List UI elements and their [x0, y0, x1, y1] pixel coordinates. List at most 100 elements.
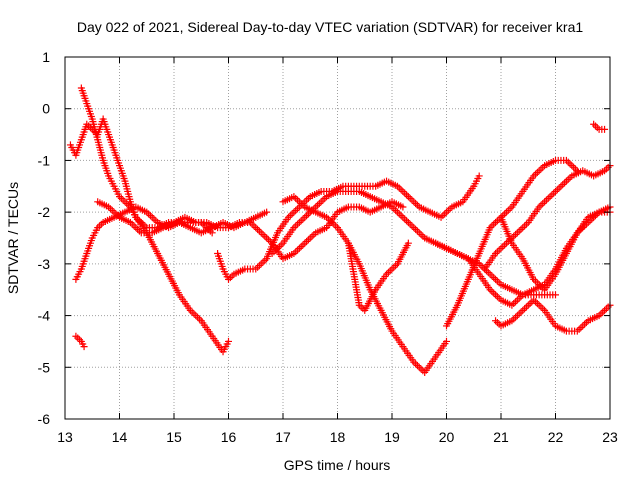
series-s14: [497, 208, 614, 294]
data-point: [513, 229, 521, 237]
data-point: [263, 234, 271, 242]
data-point: [568, 162, 576, 170]
data-point: [548, 191, 556, 199]
data-point: [393, 208, 401, 216]
data-point: [513, 296, 521, 304]
data-point: [601, 306, 609, 314]
data-point: [254, 263, 262, 271]
data-point: [559, 181, 567, 189]
data-point: [263, 208, 271, 216]
data-point: [194, 313, 202, 321]
data-point: [408, 222, 416, 230]
data-point: [604, 163, 612, 171]
data-point: [515, 310, 523, 318]
data-point: [552, 291, 559, 299]
data-point: [492, 317, 500, 325]
data-point: [443, 337, 450, 345]
data-point: [294, 246, 302, 254]
x-tick-label: 23: [602, 429, 618, 445]
data-point: [515, 227, 523, 235]
data-point: [593, 124, 601, 132]
data-point: [277, 241, 285, 249]
x-tick-label: 15: [166, 429, 182, 445]
series-s15: [590, 120, 609, 133]
data-point: [225, 337, 232, 345]
data-point: [417, 231, 425, 239]
data-point: [412, 200, 420, 208]
data-point: [410, 198, 418, 206]
data-point: [404, 239, 412, 247]
x-tick-label: 18: [330, 429, 346, 445]
data-point: [492, 218, 500, 226]
data-point: [403, 191, 411, 199]
data-point: [532, 298, 540, 306]
data-point: [444, 206, 452, 214]
data-point: [512, 313, 520, 321]
data-point: [539, 200, 547, 208]
x-axis-label: GPS time / hours: [284, 457, 391, 473]
data-point: [297, 243, 305, 251]
data-point: [294, 205, 302, 213]
data-point: [303, 196, 311, 204]
data-point: [290, 208, 298, 216]
data-point: [292, 194, 300, 202]
data-point: [301, 213, 309, 221]
x-tick-label: 20: [439, 429, 455, 445]
data-point: [564, 175, 572, 183]
y-tick-label: 1: [42, 49, 50, 65]
data-point: [537, 303, 545, 311]
data-point: [286, 212, 294, 220]
data-point: [297, 217, 305, 225]
data-point: [288, 210, 296, 218]
data-point: [292, 222, 300, 230]
data-point: [294, 220, 302, 228]
data-point: [497, 244, 505, 252]
grid-layer: [65, 57, 610, 419]
data-point: [570, 163, 578, 171]
data-point: [504, 206, 512, 214]
x-tick-label: 19: [384, 429, 400, 445]
data-point: [255, 262, 263, 270]
series-s4: [72, 203, 216, 283]
y-tick-label: -6: [38, 411, 51, 427]
data-point: [315, 200, 323, 208]
data-point: [522, 303, 530, 311]
data-point: [493, 277, 501, 285]
data-point: [208, 229, 216, 237]
data-point: [406, 220, 414, 228]
data-point: [386, 267, 394, 275]
data-point: [408, 196, 416, 204]
data-point: [259, 258, 267, 266]
data-point: [490, 289, 498, 297]
data-point: [415, 229, 423, 237]
data-point: [397, 212, 405, 220]
data-point: [86, 124, 94, 132]
data-point: [512, 231, 520, 239]
data-point: [404, 193, 412, 201]
data-point: [401, 189, 409, 197]
data-point: [535, 167, 543, 175]
data-point: [261, 232, 269, 240]
data-point: [579, 322, 587, 330]
data-point: [397, 186, 405, 194]
y-tick-label: 0: [42, 101, 50, 117]
series-s9: [344, 239, 412, 314]
tick-label-layer: 13 14 15 16 17 18 19 20 21 22 23 1 0 -1 -2 -3 -4 -5 -6: [38, 49, 618, 445]
data-point: [192, 312, 200, 320]
axis-layer: [64, 56, 611, 420]
data-point: [108, 206, 116, 214]
data-point: [522, 220, 530, 228]
data-point: [501, 241, 509, 249]
data-point: [299, 215, 307, 223]
data-point: [524, 301, 532, 309]
data-point: [552, 187, 559, 195]
data-point: [415, 363, 423, 371]
data-point: [475, 172, 483, 180]
data-point: [604, 303, 612, 311]
x-tick-label: 17: [275, 429, 291, 445]
data-point: [490, 220, 498, 228]
data-point: [403, 217, 411, 225]
data-point: [537, 201, 545, 209]
